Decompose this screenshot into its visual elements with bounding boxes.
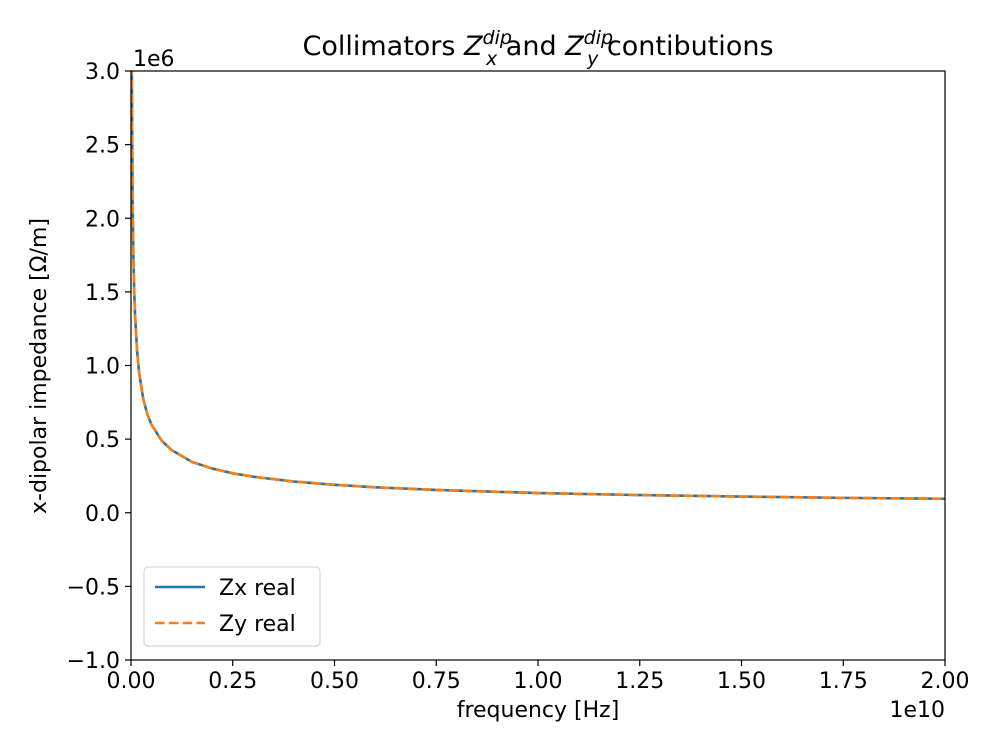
x-offset-label: 1e10	[889, 698, 945, 723]
x-tick-label: 1.50	[717, 669, 766, 694]
y-axis-ticks: −1.0 −0.5 0.0 0.5 1.0 1.5 2.0 2.5 3.0	[67, 60, 131, 674]
y-tick-label: 3.0	[85, 60, 120, 85]
x-axis-label: frequency [Hz]	[457, 698, 620, 723]
y-tick-label: −0.5	[67, 575, 120, 600]
series-line-zy-real	[131, 71, 945, 501]
y-tick-label: 2.5	[85, 134, 120, 159]
y-tick-label: −1.0	[67, 649, 120, 674]
series-layer	[131, 71, 945, 501]
y-tick-label: 2.0	[85, 207, 120, 232]
y-tick-label: 1.0	[85, 355, 120, 380]
legend-label-zy: Zy real	[219, 612, 296, 637]
x-tick-label: 1.00	[514, 669, 563, 694]
legend: Zx real Zy real	[143, 566, 321, 647]
y-offset-label: 1e6	[133, 47, 175, 72]
y-tick-label: 0.5	[85, 428, 120, 453]
x-tick-label: 1.75	[819, 669, 868, 694]
x-axis-ticks: 0.00 0.25 0.50 0.75 1.00 1.25 1.50 1.75 2.00	[107, 660, 970, 694]
legend-label-zx: Zx real	[219, 576, 296, 601]
x-tick-label: 0.75	[412, 669, 461, 694]
y-tick-label: 1.5	[85, 281, 120, 306]
x-tick-label: 0.00	[107, 669, 156, 694]
series-line-zx-real	[131, 71, 945, 501]
y-axis-label: x-dipolar impedance [Ω/m]	[27, 218, 52, 514]
x-tick-label: 2.00	[921, 669, 970, 694]
y-tick-label: 0.0	[85, 502, 120, 527]
x-tick-label: 1.25	[615, 669, 664, 694]
chart-title: Collimators Zdip x and Zdip y contibutions	[302, 27, 773, 70]
x-tick-label: 0.25	[208, 669, 257, 694]
x-tick-label: 0.50	[310, 669, 359, 694]
